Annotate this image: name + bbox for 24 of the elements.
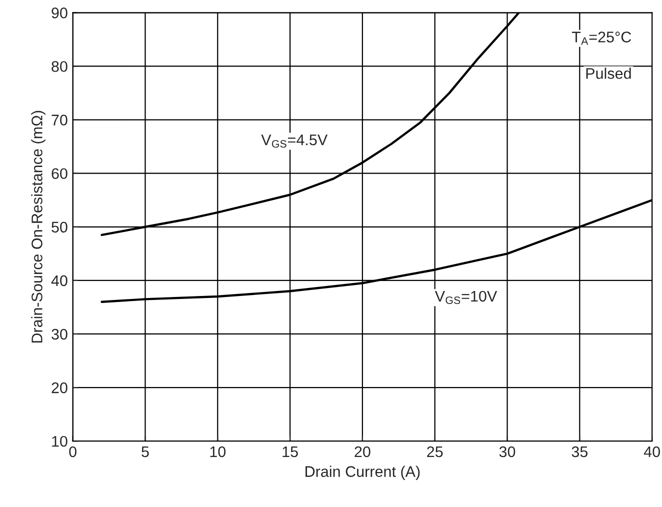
x-tick-label: 25 (427, 446, 443, 458)
x-tick-label: 10 (210, 446, 226, 458)
annotation: T$_{A}$=25°C (572, 32, 632, 45)
y-tick-label: 40 (51, 275, 68, 286)
x-tick-label: 0 (69, 446, 76, 458)
y-axis-title: Drain-Source On-Resistance (mΩ) (31, 110, 46, 343)
x-tick-label: 35 (572, 446, 588, 458)
y-tick-label: 60 (52, 168, 68, 180)
y-tick-label: 70 (52, 114, 68, 126)
y-tick-label: 90 (52, 8, 68, 18)
y-tick-label: 20 (52, 382, 68, 394)
x-tick-label: 15 (282, 446, 298, 458)
x-tick-label: 20 (354, 446, 370, 458)
y-tick-label: 30 (52, 328, 68, 340)
x-tick-label: 5 (142, 446, 149, 458)
annotation: V$_{GS}$=4.5V (261, 134, 328, 148)
x-tick-label: 30 (499, 446, 516, 458)
x-axis-title: Drain Current (A) (306, 466, 420, 480)
y-tick-label: 10 (52, 436, 68, 447)
x-tick-label: 40 (644, 446, 660, 458)
annotation: V$_{GS}$=10V (434, 290, 498, 304)
y-tick-label: 80 (52, 61, 68, 72)
annotation: Pulsed (586, 68, 631, 79)
y-tick-label: 50 (52, 222, 68, 233)
